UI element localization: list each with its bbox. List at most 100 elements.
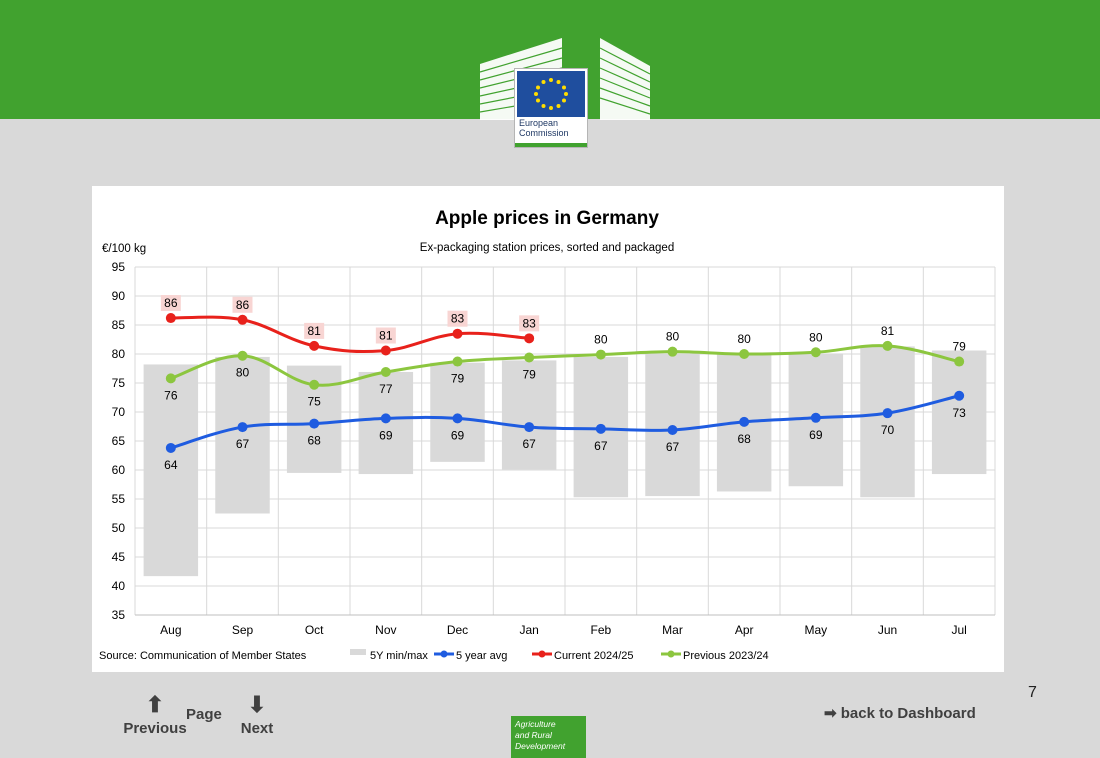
- series-point-5-year-avg: [524, 422, 535, 433]
- data-label: 69: [809, 428, 823, 442]
- data-label-bg: [160, 295, 181, 312]
- series-point-5-year-avg: [380, 413, 391, 424]
- series-point-5-year-avg: [882, 408, 893, 419]
- series-point-previous-2023-24: [954, 356, 965, 367]
- dg-label-line1: Agriculture: [515, 719, 556, 729]
- series-point-5-year-avg: [165, 442, 176, 453]
- y-tick-label: 95: [112, 260, 126, 274]
- data-label: 69: [379, 428, 393, 442]
- data-label: 70: [881, 423, 895, 437]
- x-tick-label: Nov: [375, 623, 396, 637]
- data-label: 79: [522, 367, 536, 381]
- series-point-current-2024-25: [237, 314, 248, 325]
- arrow-right-icon: ➡: [824, 705, 837, 722]
- x-tick-label: May: [804, 623, 827, 637]
- series-point-previous-2023-24: [810, 347, 821, 358]
- dashboard-label: back to Dashboard: [840, 705, 976, 722]
- x-tick-label: Apr: [735, 623, 754, 637]
- data-label: 76: [164, 388, 178, 402]
- range-bar: [501, 360, 557, 470]
- data-label: 68: [307, 434, 321, 448]
- series-point-current-2024-25: [165, 313, 176, 324]
- data-label: 64: [164, 458, 178, 472]
- series-point-current-2024-25: [309, 340, 320, 351]
- series-point-previous-2023-24: [667, 346, 678, 357]
- data-label: 67: [522, 437, 536, 451]
- y-tick-label: 50: [112, 521, 126, 535]
- data-label: 80: [594, 333, 608, 347]
- data-label: 69: [451, 428, 465, 442]
- previous-label: Previous: [123, 720, 187, 737]
- series-point-previous-2023-24: [739, 349, 750, 359]
- x-tick-label: Mar: [662, 623, 683, 637]
- back-to-dashboard-link[interactable]: ➡ back to Dashboard: [824, 704, 976, 722]
- apple-prices-chart: Apple prices in Germany Ex-packaging sta…: [99, 208, 996, 662]
- series-point-5-year-avg: [595, 423, 606, 434]
- data-label: 75: [307, 395, 321, 409]
- series-point-5-year-avg: [810, 412, 821, 423]
- data-label: 79: [451, 372, 465, 386]
- series-point-previous-2023-24: [524, 352, 535, 363]
- series-point-5-year-avg: [954, 390, 965, 401]
- y-tick-label: 55: [112, 492, 126, 506]
- range-bar: [215, 356, 270, 514]
- data-label: 86: [236, 298, 250, 312]
- page-label: Page: [186, 706, 222, 723]
- data-label: 67: [236, 437, 250, 451]
- dg-label-line3: Development: [515, 741, 566, 751]
- arrow-down-icon: ⬇: [247, 692, 267, 717]
- chart-subtitle: Ex-packaging station prices, sorted and …: [420, 242, 674, 254]
- range-bar: [931, 350, 987, 475]
- series-line-previous-2023-24: [170, 344, 960, 387]
- data-label: 83: [522, 316, 536, 330]
- legend-label: 5Y min/max: [370, 650, 428, 662]
- series-point-5-year-avg: [237, 422, 248, 433]
- range-bar: [143, 364, 199, 577]
- x-tick-label: Jun: [878, 623, 897, 637]
- x-tick-label: Oct: [305, 623, 324, 637]
- previous-page-button[interactable]: ⬆ Previous: [120, 692, 190, 738]
- series-point-previous-2023-24: [309, 379, 320, 390]
- x-tick-label: Jul: [951, 623, 966, 637]
- series-point-previous-2023-24: [882, 340, 893, 351]
- data-label: 67: [666, 440, 680, 454]
- chart-panel: Apple prices in Germany Ex-packaging sta…: [92, 186, 1004, 672]
- range-bar: [645, 353, 700, 497]
- series-point-previous-2023-24: [165, 373, 176, 384]
- series-line-current-2024-25: [170, 315, 530, 354]
- y-tick-label: 70: [112, 405, 126, 419]
- ec-logo-card: European Commission: [514, 68, 588, 148]
- legend-swatch-point: [538, 650, 546, 658]
- range-bar: [860, 346, 915, 498]
- data-label: 67: [594, 439, 608, 453]
- chart-title: Apple prices in Germany: [435, 208, 659, 229]
- y-tick-label: 80: [112, 347, 126, 361]
- series-point-previous-2023-24: [237, 350, 248, 361]
- legend-swatch-point: [667, 650, 675, 658]
- ec-logo-text: European Commission: [519, 118, 569, 138]
- data-label: 81: [307, 324, 321, 338]
- x-tick-label: Jan: [519, 623, 538, 637]
- series-point-5-year-avg: [739, 416, 750, 427]
- series-line-5-year-avg: [170, 394, 960, 450]
- y-tick-label: 75: [112, 376, 126, 390]
- y-tick-label: 90: [112, 289, 126, 303]
- next-page-button[interactable]: ⬇ Next: [232, 692, 282, 738]
- data-label: 80: [666, 330, 680, 344]
- data-label: 68: [737, 432, 751, 446]
- legend-label: Previous 2023/24: [683, 650, 769, 662]
- arrow-up-icon: ⬆: [145, 692, 165, 717]
- ec-logo-underline: [515, 143, 587, 147]
- source-note: Source: Communication of Member States: [99, 650, 307, 662]
- data-label: 81: [379, 329, 393, 343]
- data-label-bg: [232, 296, 253, 313]
- range-bar: [430, 362, 485, 462]
- legend-label: 5 year avg: [456, 650, 507, 662]
- dg-agri-badge: Agriculture and Rural Development: [511, 716, 586, 758]
- data-label-bg: [304, 322, 325, 339]
- series-point-5-year-avg: [667, 424, 678, 435]
- y-tick-label: 65: [112, 434, 126, 448]
- ec-logo-line1: European: [519, 118, 559, 128]
- legend-label: Current 2024/25: [554, 650, 634, 662]
- legend-swatch-range: [350, 649, 366, 655]
